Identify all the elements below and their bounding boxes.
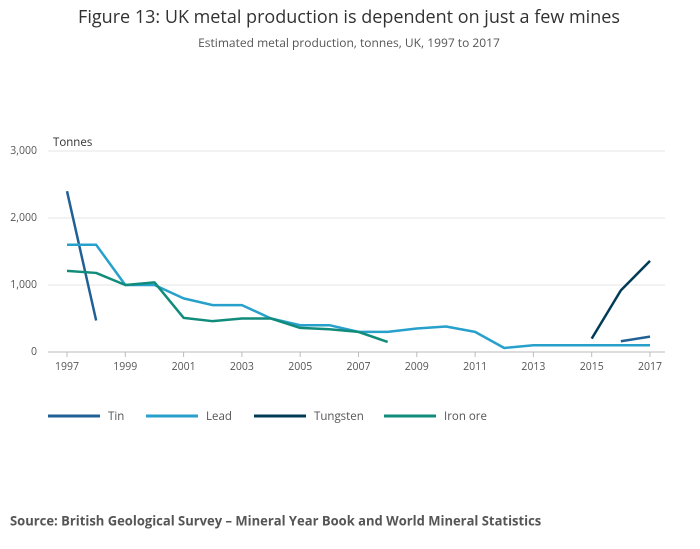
x-tick-label: 1997 <box>55 360 79 374</box>
x-tick-label: 2013 <box>521 360 545 374</box>
source: Source: British Geological Survey – Mine… <box>10 511 541 529</box>
x-tick-label: 2009 <box>405 360 429 374</box>
series-line <box>65 190 651 343</box>
x-tick-label: 2007 <box>346 360 370 374</box>
chart-subtitle: Estimated metal production, tonnes, UK, … <box>198 34 500 51</box>
x-tick-label: 2017 <box>638 360 662 374</box>
legend-label: Tungsten <box>314 409 364 424</box>
legend-label: Lead <box>206 409 232 424</box>
legend-label: Tin <box>108 409 124 424</box>
legend-label: Iron ore <box>444 409 487 424</box>
x-tick-label: 2003 <box>230 360 254 374</box>
y-tick-label: 0 <box>31 345 37 359</box>
x-tick-label: 2015 <box>580 360 604 374</box>
chart-title: Figure 13: UK metal production is depend… <box>78 5 620 29</box>
y-axis-label: Tonnes <box>53 135 92 150</box>
x-tick-label: 1999 <box>113 360 137 374</box>
y-tick-label: 1,000 <box>10 278 37 292</box>
y-tick-label: 2,000 <box>10 211 37 225</box>
x-tick-label: 2011 <box>463 360 487 374</box>
series-line <box>590 260 651 340</box>
x-tick-label: 2005 <box>288 360 312 374</box>
x-tick-label: 2001 <box>172 360 196 374</box>
series-line <box>66 269 389 344</box>
y-tick-label: 3,000 <box>10 144 37 158</box>
